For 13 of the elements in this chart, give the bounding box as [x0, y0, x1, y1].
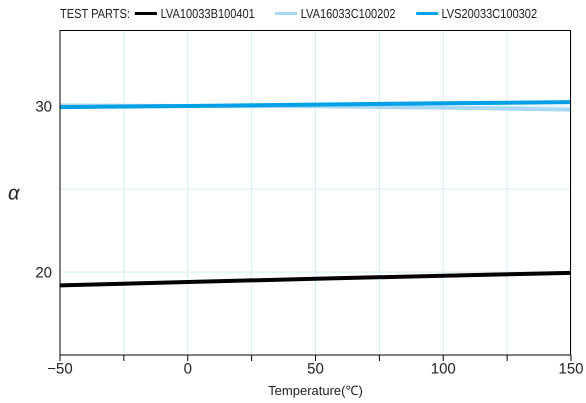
x-tick-label: −50	[47, 360, 73, 378]
x-tick-label: 0	[184, 360, 192, 378]
legend-label: LVA16033C100202	[300, 6, 396, 21]
legend-title: TEST PARTS:	[60, 6, 130, 21]
y-axis-title: α	[8, 182, 20, 205]
legend-label: LVA10033B100401	[160, 6, 255, 21]
y-tick-label: 20	[35, 264, 52, 282]
x-tick-label: 100	[430, 360, 456, 378]
x-axis-title: Temperature(℃)	[268, 383, 363, 398]
legend-label: LVS20033C100302	[441, 6, 538, 21]
x-tick-label: 150	[558, 360, 584, 378]
x-tick-label: 50	[307, 360, 324, 378]
y-tick-label: 30	[35, 98, 52, 116]
